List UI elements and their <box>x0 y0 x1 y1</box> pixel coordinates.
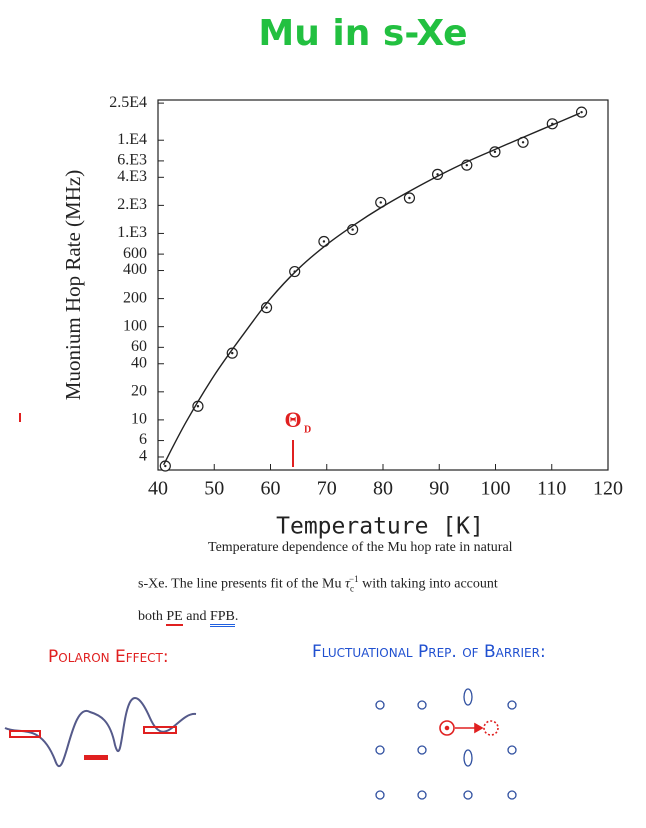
point-dot <box>322 240 326 243</box>
theta-d-sub: D <box>304 424 311 435</box>
x-tick-label: 80 <box>373 478 393 500</box>
y-tick-label: 6 <box>139 431 147 448</box>
x-tick-label: 50 <box>204 478 224 500</box>
x-tick-label: 100 <box>481 478 511 500</box>
point-dot <box>465 163 469 167</box>
point-dot <box>408 196 411 200</box>
y-tick-label: 40 <box>131 354 147 371</box>
point-dot <box>265 306 268 309</box>
data-point <box>260 302 273 314</box>
data-point <box>575 106 588 118</box>
fit-line <box>163 112 581 466</box>
y-tick-label: 20 <box>131 382 147 399</box>
y-tick-label: 1.E4 <box>117 131 147 148</box>
y-tick-label: 10 <box>131 411 147 428</box>
data-point <box>403 192 416 204</box>
point-dot <box>436 173 439 176</box>
y-tick-label: 100 <box>123 317 147 334</box>
mu-hop <box>439 720 499 736</box>
caption-text: s-Xe. The line presents fit of the Mu <box>138 576 345 592</box>
point-dot <box>164 464 167 468</box>
theta-d-symbol: Θ <box>284 407 301 432</box>
point-dot <box>493 150 497 154</box>
level-right <box>143 726 177 734</box>
x-tick-label: 110 <box>537 478 566 500</box>
caption-text: both <box>138 609 167 624</box>
point-dot <box>379 201 382 204</box>
y-tick-label: 2.5E4 <box>109 94 147 111</box>
point-dot <box>580 110 583 114</box>
note-right: Fluctuational Prep. of Barrier: <box>312 642 546 662</box>
caption-abbr: FPB <box>209 609 235 627</box>
chart-title: Mu in s-Xe <box>258 13 467 54</box>
y-tick-label: 600 <box>123 245 147 262</box>
caption-line: both PE and FPB. <box>138 609 239 627</box>
point-dot <box>351 228 354 231</box>
y-tick-label: 1.E3 <box>117 224 147 241</box>
data-point <box>318 235 330 248</box>
level-center <box>84 755 108 760</box>
data-point <box>226 347 238 359</box>
caption-text: and <box>182 609 210 624</box>
x-tick-label: 90 <box>429 478 449 500</box>
caption-sup: −1 <box>349 574 359 584</box>
caption-text: . <box>234 609 239 624</box>
y-axis-label: Muonium Hop Rate (MHz) <box>61 170 85 400</box>
caption-symbol: τ <box>344 576 350 592</box>
level-left <box>9 730 41 738</box>
data-point <box>517 136 529 148</box>
lattice <box>375 688 517 800</box>
point-dot <box>521 141 525 144</box>
point-dot <box>231 351 234 355</box>
y-tick-label: 6.E3 <box>117 152 147 169</box>
y-tick-label: 4 <box>139 448 147 465</box>
y-tick-label: 60 <box>131 338 147 355</box>
x-tick-label: 60 <box>261 478 281 500</box>
potential-curve <box>4 697 197 768</box>
y-tick-label: 200 <box>123 289 147 306</box>
x-axis-label: Temperature [K] <box>276 514 484 540</box>
note-left: Polaron Effect: <box>48 647 169 667</box>
x-tick-label: 40 <box>148 478 168 500</box>
plot-frame <box>157 99 609 471</box>
y-tick-label: 2.E3 <box>117 196 147 213</box>
caption-line: s-Xe. The line presents fit of the Mu τc… <box>138 574 498 593</box>
y-tick-label: 400 <box>123 261 147 278</box>
x-tick-label: 70 <box>317 478 337 500</box>
caption-text: with taking into account <box>358 576 498 592</box>
x-tick-label: 120 <box>593 478 623 500</box>
caption-line: Temperature dependence of the Mu hop rat… <box>208 540 513 555</box>
caption-sub: c <box>350 583 354 594</box>
caption-abbr: PE <box>166 609 183 626</box>
y-tick-label: 4.E3 <box>117 168 147 185</box>
point-dot <box>196 405 200 408</box>
